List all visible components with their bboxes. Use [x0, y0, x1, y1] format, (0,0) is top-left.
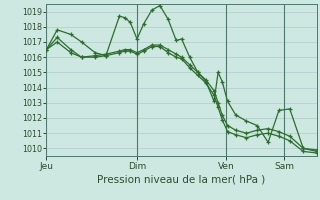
X-axis label: Pression niveau de la mer( hPa ): Pression niveau de la mer( hPa ): [98, 175, 266, 185]
